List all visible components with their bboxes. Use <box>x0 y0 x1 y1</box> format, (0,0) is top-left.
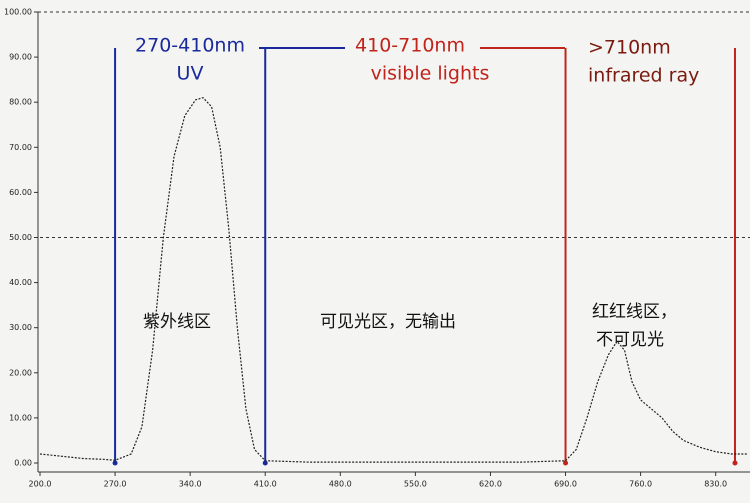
y-tick-label: 40.00 <box>9 278 32 287</box>
visible-label: visible lights <box>371 63 490 85</box>
y-tick-label: 30.00 <box>9 323 32 332</box>
ir-zh-2: 不可见光 <box>596 330 664 350</box>
uv-zh: 紫外线区 <box>143 312 211 332</box>
visible-zh: 可见光区，无输出 <box>320 312 456 332</box>
uv-range: 270-410nm <box>135 35 245 57</box>
ir-zh-1: 红红线区， <box>592 302 677 322</box>
x-tick-label: 340.0 <box>179 480 202 489</box>
marker-dot <box>112 460 118 466</box>
marker-dot <box>563 460 569 466</box>
x-tick-label: 760.0 <box>629 480 652 489</box>
y-tick-label: 70.00 <box>9 143 32 152</box>
y-tick-label: 50.00 <box>9 233 32 242</box>
x-tick-label: 270.0 <box>104 480 127 489</box>
marker-dot <box>732 460 738 466</box>
uv-label: UV <box>177 63 204 85</box>
spectrum-line <box>39 97 748 463</box>
ir-label: infrared ray <box>588 65 699 87</box>
x-tick-label: 690.0 <box>554 480 577 489</box>
y-tick-label: 60.00 <box>9 188 32 197</box>
x-tick-label: 480.0 <box>329 480 352 489</box>
x-tick-label: 550.0 <box>404 480 427 489</box>
y-tick-label: 90.00 <box>9 53 32 62</box>
y-tick-label: 10.00 <box>9 413 32 422</box>
x-tick-label: 830.0 <box>704 480 727 489</box>
x-tick-label: 410.0 <box>254 480 277 489</box>
x-tick-label: 200.0 <box>29 480 52 489</box>
visible-range: 410-710nm <box>355 35 465 57</box>
ir-range: >710nm <box>588 37 671 59</box>
y-tick-label: 80.00 <box>9 98 32 107</box>
x-tick-label: 620.0 <box>479 480 502 489</box>
y-tick-label: 100.00 <box>4 8 32 17</box>
marker-dot <box>262 460 268 466</box>
y-tick-label: 0.00 <box>14 459 32 468</box>
y-tick-label: 20.00 <box>9 368 32 377</box>
